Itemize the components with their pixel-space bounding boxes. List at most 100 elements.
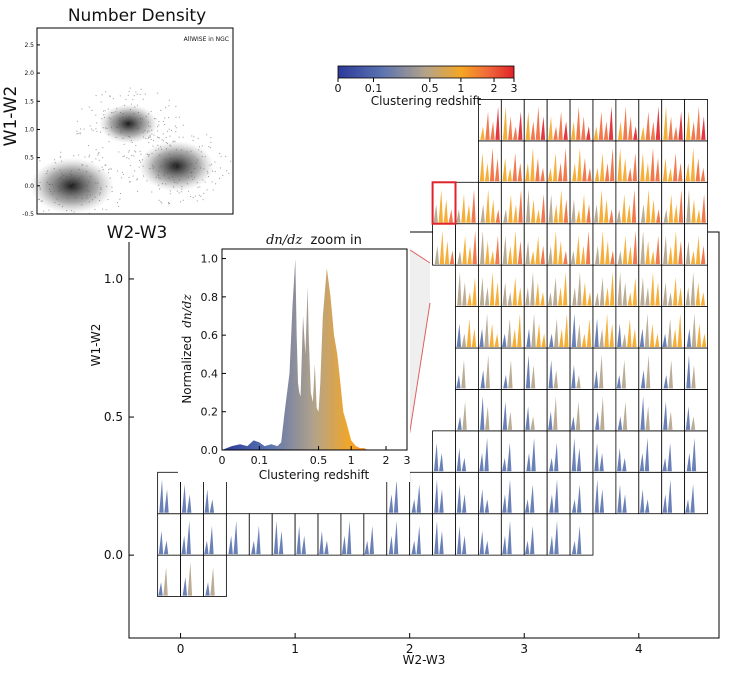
dndz-peak (256, 525, 261, 555)
dndz-cell (500, 140, 525, 183)
dndz-peak (571, 199, 576, 223)
density-point (88, 181, 90, 183)
density-point (179, 168, 181, 170)
density-point (96, 130, 98, 132)
dndz-cell (500, 99, 525, 142)
density-point (186, 183, 188, 185)
dndz-peak (549, 535, 554, 555)
dndz-cell (409, 513, 433, 556)
dndz-peak (485, 355, 490, 389)
density-point (105, 185, 107, 187)
dndz-peak (645, 355, 651, 389)
dndz-peak (549, 494, 554, 513)
dndz-peak (512, 277, 517, 306)
main-x-tick-label: 0 (177, 642, 185, 656)
zoom-x-tick-label: 3 (404, 454, 411, 467)
dndz-peak (536, 323, 541, 347)
density-point (222, 174, 224, 176)
density-inset: Number Density AllWISE in NGC -0.5 0.0 0.5… (0, 0, 236, 243)
zoom-y-tick-label: 0.2 (201, 406, 219, 419)
density-point (219, 177, 221, 179)
density-point (190, 150, 192, 152)
dndz-peak (686, 452, 692, 472)
density-annotation: AllWISE in NGC (184, 36, 229, 43)
density-point (78, 169, 80, 171)
density-point (86, 165, 88, 167)
dndz-peak (604, 162, 610, 182)
dndz-peak (663, 209, 668, 223)
density-point (144, 93, 146, 95)
density-point (203, 192, 205, 194)
dndz-peak (677, 287, 683, 306)
density-point (75, 190, 77, 192)
density-point (105, 164, 107, 166)
dndz-cell (569, 223, 594, 266)
density-point (62, 184, 64, 186)
density-point (151, 191, 153, 193)
zoom-y-label-text: Normalized (180, 336, 194, 404)
dndz-peak (587, 167, 592, 182)
dndz-peak (617, 484, 622, 513)
density-point (197, 137, 199, 139)
dndz-peak (701, 194, 706, 223)
density-point (180, 201, 182, 203)
density-point (180, 162, 182, 164)
density-point (187, 176, 189, 178)
dndz-cell (225, 513, 250, 556)
dndz-cell (615, 99, 640, 142)
dndz-peak (696, 323, 702, 347)
dndz-peak (490, 121, 495, 140)
dndz-cell (432, 513, 456, 556)
dndz-peak (662, 457, 667, 472)
dndz-cell (638, 430, 663, 473)
density-point (129, 87, 131, 89)
dndz-peak (480, 126, 485, 140)
density-point (150, 110, 152, 112)
dndz-peak (598, 111, 604, 140)
zoom-title-math: dn/dz (266, 233, 302, 248)
dndz-peak (461, 494, 467, 513)
dndz-cell (386, 513, 411, 556)
dndz-peak (540, 292, 545, 306)
dndz-peak (296, 525, 301, 555)
density-point (209, 164, 211, 166)
density-point (128, 150, 130, 152)
density-point (151, 133, 153, 135)
dndz-peak (393, 479, 399, 513)
dndz-peak (547, 167, 553, 182)
density-point (135, 91, 137, 93)
density-point (125, 99, 127, 101)
dndz-cell (546, 223, 571, 266)
density-point (201, 155, 203, 157)
dndz-peak (502, 494, 507, 513)
density-point (159, 154, 161, 156)
density-point (111, 186, 113, 188)
density-point (149, 168, 151, 170)
density-point (145, 137, 147, 139)
dndz-peak (667, 479, 673, 513)
density-point (118, 151, 120, 153)
dndz-peak (449, 250, 455, 265)
density-point (226, 170, 228, 172)
density-point (109, 95, 111, 97)
density-point (134, 106, 136, 108)
density-point (209, 147, 211, 149)
density-point (70, 175, 72, 177)
zoom-wedge (407, 248, 430, 450)
dndz-peak (577, 272, 582, 306)
dndz-cell (500, 513, 525, 556)
dndz-peak (678, 240, 683, 265)
density-point (196, 159, 198, 161)
density-point (197, 186, 199, 188)
dndz-cell (523, 389, 548, 432)
density-title: Number Density (68, 6, 206, 26)
dndz-peak (484, 287, 490, 306)
dndz-peak (540, 167, 545, 182)
density-point (165, 137, 167, 139)
dndz-peak (503, 374, 508, 389)
dndz-peak (594, 292, 600, 306)
density-point (148, 130, 150, 132)
density-point (128, 176, 130, 178)
density-point (173, 168, 175, 170)
dndz-peak (622, 401, 628, 430)
